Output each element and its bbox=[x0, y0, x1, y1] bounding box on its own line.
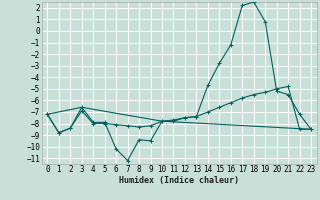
X-axis label: Humidex (Indice chaleur): Humidex (Indice chaleur) bbox=[119, 176, 239, 185]
